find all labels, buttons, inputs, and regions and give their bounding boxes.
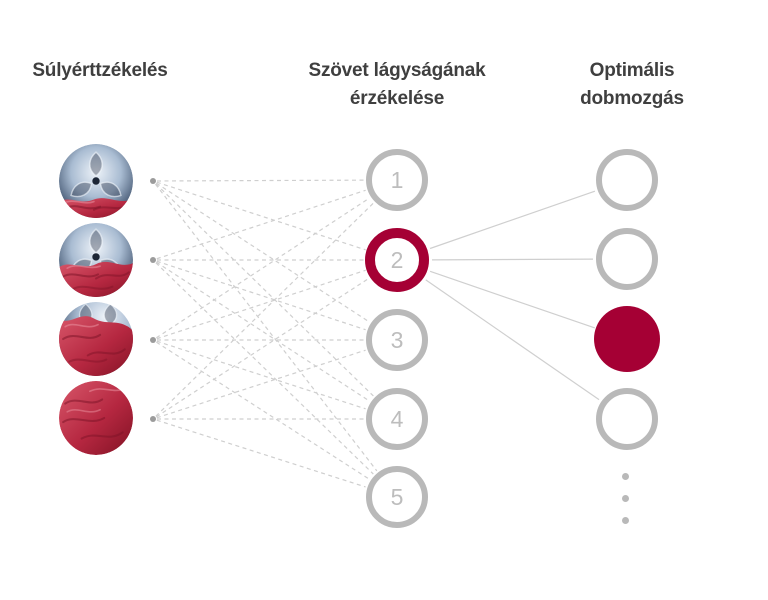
softness-node-5-label: 5 bbox=[390, 483, 404, 510]
ellipsis-dot-3 bbox=[622, 517, 629, 524]
drum-motion-node-4 bbox=[596, 388, 658, 450]
ellipsis-dot-1 bbox=[622, 473, 629, 480]
drum-motion-node-2 bbox=[596, 228, 658, 290]
drum-photo-3 bbox=[59, 302, 133, 376]
drum-motion-node-1 bbox=[596, 149, 658, 211]
connector-origin-dot-2 bbox=[150, 257, 156, 263]
connector-origin-dot-1 bbox=[150, 178, 156, 184]
softness-node-5: 5 bbox=[366, 466, 428, 528]
column-title-weight-sensing: Súlyérttzékelés bbox=[32, 60, 168, 81]
connector-origin-dot-3 bbox=[150, 337, 156, 343]
softness-node-1: 1 bbox=[366, 149, 428, 211]
softness-node-2: 2 bbox=[365, 228, 429, 292]
drum-photo-2 bbox=[59, 223, 133, 297]
softness-node-2-label: 2 bbox=[390, 246, 404, 273]
softness-node-3: 3 bbox=[366, 309, 428, 371]
connector-origin-dot-4 bbox=[150, 416, 156, 422]
drum-motion-node-3 bbox=[594, 306, 660, 372]
column-title-optimal-drum-motion: Optimális dobmozgás bbox=[580, 60, 684, 109]
softness-node-1-label: 1 bbox=[390, 166, 404, 193]
drum-photo-1 bbox=[59, 144, 133, 218]
column-title-softness-sensing: Szövet lágyságának érzékelése bbox=[308, 60, 486, 109]
softness-node-3-label: 3 bbox=[390, 326, 404, 353]
drum-photo-4 bbox=[59, 381, 133, 455]
ellipsis-dot-2 bbox=[622, 495, 629, 502]
softness-node-4: 4 bbox=[366, 388, 428, 450]
softness-node-4-label: 4 bbox=[390, 405, 404, 432]
